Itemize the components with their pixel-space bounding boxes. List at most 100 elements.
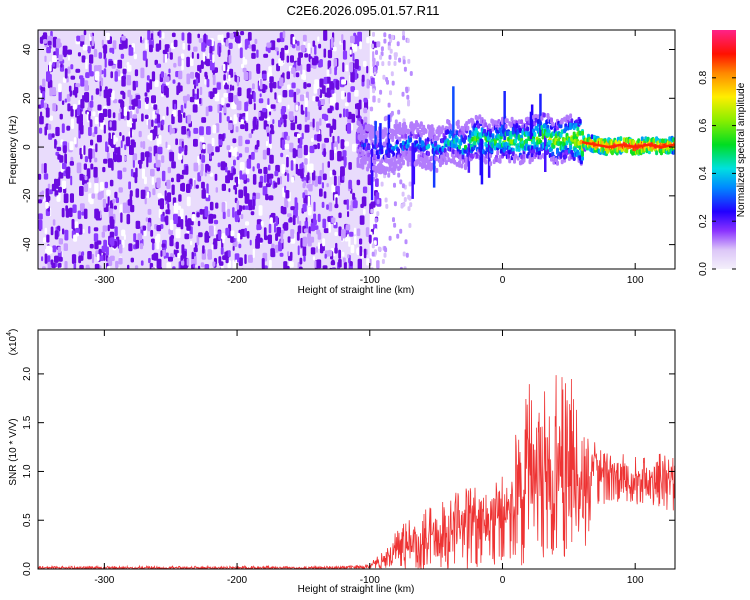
noise-cell [130, 127, 133, 138]
noise-cell [173, 249, 176, 255]
noise-cell [347, 254, 350, 259]
noise-cell [261, 258, 265, 269]
noise-cell [156, 258, 162, 269]
noise-cell [149, 132, 153, 141]
noise-cell [370, 208, 374, 214]
noise-cell [50, 226, 54, 236]
noise-cell [201, 189, 206, 199]
noise-cell [127, 64, 132, 72]
noise-cell [228, 74, 231, 82]
noise-cell [128, 181, 131, 190]
noise-cell [126, 61, 130, 66]
noise-cell [290, 55, 294, 63]
noise-cell [137, 100, 141, 109]
noise-cell [393, 182, 396, 188]
noise-cell [211, 137, 215, 147]
noise-cell [100, 255, 104, 262]
noise-cell [181, 32, 185, 41]
signal-cell [560, 159, 564, 165]
noise-cell [97, 191, 103, 200]
signal-cell [467, 119, 471, 124]
noise-cell [177, 56, 182, 67]
noise-cell [142, 225, 147, 231]
noise-cell [78, 255, 82, 264]
noise-cell [64, 260, 68, 269]
signal-cell [511, 151, 515, 157]
noise-cell [112, 198, 115, 204]
noise-cell [399, 179, 403, 185]
signal-cell [498, 127, 502, 133]
noise-cell [407, 194, 411, 200]
noise-cell [150, 229, 154, 237]
noise-cell [214, 173, 218, 181]
noise-cell [270, 104, 276, 109]
signal-cell [517, 135, 521, 141]
noise-cell [394, 119, 398, 125]
noise-cell [188, 234, 193, 239]
noise-cell [94, 116, 99, 125]
noise-cell [263, 227, 267, 238]
noise-cell [192, 88, 195, 97]
noise-cell [363, 248, 367, 259]
signal-cell [417, 154, 421, 160]
noise-cell [130, 257, 134, 263]
noise-cell [43, 39, 48, 44]
noise-cell [376, 211, 380, 217]
noise-cell [390, 71, 394, 77]
signal-cell [446, 152, 450, 158]
noise-cell [233, 159, 236, 166]
noise-cell [122, 68, 127, 74]
noise-cell [58, 42, 62, 47]
noise-cell [322, 173, 327, 181]
noise-cell [84, 80, 89, 92]
noise-cell [228, 188, 231, 193]
noise-cell [237, 232, 241, 242]
noise-cell [355, 108, 358, 116]
noise-cell [44, 126, 47, 136]
signal-core-line [581, 140, 675, 149]
noise-cell [271, 58, 275, 66]
noise-cell [195, 78, 199, 87]
noise-cell [303, 82, 307, 89]
noise-cell [52, 103, 57, 112]
noise-cell [402, 59, 406, 65]
noise-cell [93, 48, 98, 58]
noise-cell [284, 197, 289, 208]
signal-cell [416, 128, 420, 134]
noise-cell [108, 60, 114, 66]
noise-cell [292, 43, 296, 49]
noise-cell [337, 135, 340, 144]
signal-cell [530, 157, 534, 162]
noise-cell [119, 132, 122, 137]
noise-cell [88, 126, 92, 136]
signal-cell [378, 165, 381, 171]
noise-cell [279, 252, 284, 257]
noise-cell [207, 165, 211, 172]
noise-cell [392, 217, 395, 223]
noise-cell [133, 141, 136, 148]
x-tick-label: -100 [360, 275, 380, 286]
noise-cell [251, 151, 255, 160]
noise-cell [258, 111, 261, 117]
noise-cell [95, 88, 100, 95]
noise-cell [304, 124, 310, 133]
noise-cell [383, 32, 387, 38]
signal-cell [516, 155, 520, 161]
noise-cell [229, 84, 232, 91]
noise-cell [170, 219, 174, 231]
noise-cell [314, 79, 319, 90]
noise-cell [382, 74, 386, 80]
noise-cell [324, 114, 329, 121]
noise-cell [303, 144, 308, 156]
noise-cell [221, 97, 225, 106]
noise-cell [242, 59, 248, 65]
noise-cell [383, 252, 387, 258]
noise-cell [371, 243, 375, 249]
noise-cell [403, 266, 407, 269]
noise-cell [256, 163, 260, 169]
y-tick-label: -20 [22, 188, 33, 203]
noise-cell [109, 231, 115, 239]
noise-cell [366, 37, 370, 44]
y-tick-label: 0.0 [22, 562, 33, 576]
noise-cell [328, 202, 333, 212]
